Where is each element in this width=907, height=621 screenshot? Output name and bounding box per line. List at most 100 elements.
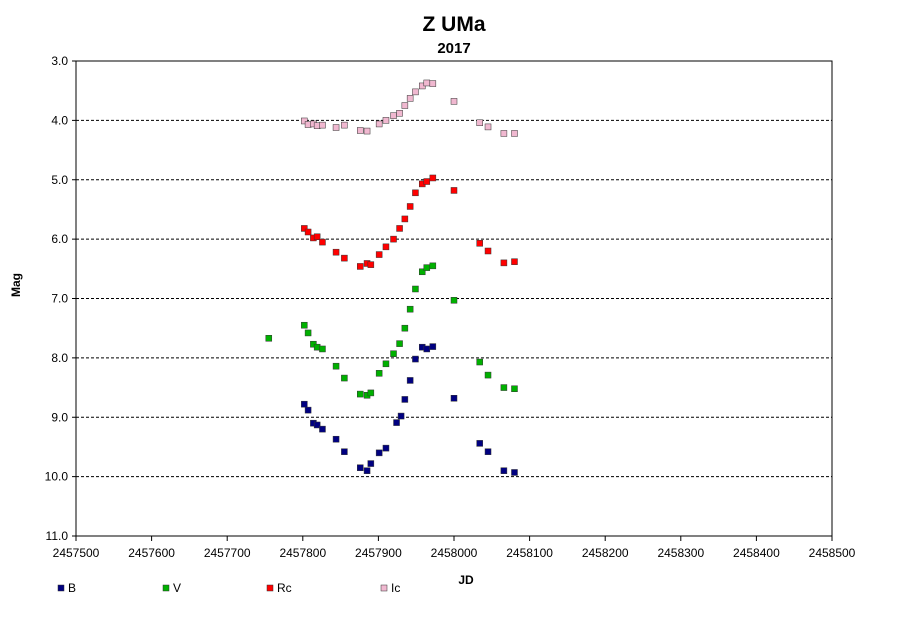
data-point-ic xyxy=(423,79,431,87)
data-point-b xyxy=(375,449,383,457)
x-tick-label: 2457700 xyxy=(204,546,251,560)
data-point-v xyxy=(319,345,326,353)
data-point-b xyxy=(367,460,375,467)
data-point-rc xyxy=(396,225,403,232)
data-point-b xyxy=(397,412,405,420)
y-tick-label: 10.0 xyxy=(45,470,69,484)
data-point-b xyxy=(363,467,371,474)
x-axis: 2457500 2457600 2457700 2457800 2457900 24580… xyxy=(53,536,856,560)
data-point-v xyxy=(500,384,508,391)
data-point-ic xyxy=(401,102,409,109)
data-point-ic xyxy=(484,123,492,131)
data-point-b xyxy=(406,377,414,384)
data-point-v xyxy=(450,297,458,304)
data-point-rc xyxy=(301,225,308,232)
data-point-b xyxy=(429,343,437,350)
y-tick-label: 11.0 xyxy=(46,529,69,543)
data-point-ic xyxy=(319,121,326,129)
data-point-ic xyxy=(450,98,458,105)
data-point-b xyxy=(319,425,326,433)
data-point-rc xyxy=(304,228,312,236)
data-point-v xyxy=(341,374,348,382)
x-tick-label: 2458100 xyxy=(506,546,553,560)
data-point-b xyxy=(357,464,364,471)
data-point-ic xyxy=(511,130,518,137)
data-point-rc xyxy=(375,251,383,258)
legend-marker-ic xyxy=(380,584,388,592)
data-point-v xyxy=(484,371,492,379)
data-point-v xyxy=(304,329,312,337)
data-point-v xyxy=(511,385,518,392)
data-point-ic xyxy=(382,117,390,124)
legend-label-b: B xyxy=(68,581,76,595)
data-point-v xyxy=(423,264,431,271)
data-point-ic xyxy=(357,127,364,134)
data-point-b xyxy=(332,435,340,443)
data-point-ic xyxy=(341,121,348,129)
data-point-rc xyxy=(423,178,431,185)
x-tick-label: 2457500 xyxy=(53,546,100,560)
data-point-ic xyxy=(406,95,414,102)
y-tick-label: 7.0 xyxy=(51,292,68,306)
legend-marker-rc xyxy=(266,584,274,592)
data-point-rc xyxy=(476,240,483,247)
chart-title: Z UMa xyxy=(423,13,486,36)
legend-label-rc: Rc xyxy=(277,581,292,595)
data-point-v xyxy=(382,360,390,368)
data-point-b xyxy=(382,444,390,452)
data-point-v xyxy=(390,350,397,357)
data-point-b xyxy=(476,440,483,447)
data-point-rc xyxy=(406,203,414,210)
chart-subtitle: 2017 xyxy=(437,40,470,57)
data-point-b xyxy=(511,469,518,476)
data-point-rc xyxy=(500,259,508,267)
data-point-ic xyxy=(429,80,437,87)
data-point-rc xyxy=(412,189,419,197)
x-tick-label: 2458400 xyxy=(733,546,780,560)
x-tick-label: 2458000 xyxy=(431,546,478,560)
legend: B V Rc Ic xyxy=(57,581,400,595)
y-tick-label: 4.0 xyxy=(51,113,68,127)
data-point-rc xyxy=(319,238,326,246)
data-point-b xyxy=(304,406,312,414)
data-point-b xyxy=(412,355,419,363)
data-point-rc xyxy=(382,243,390,251)
y-tick-label: 3.0 xyxy=(51,54,68,68)
data-point-b xyxy=(401,396,409,403)
x-axis-label: JD xyxy=(458,573,474,587)
data-point-v xyxy=(396,340,403,347)
data-point-ic xyxy=(301,117,308,125)
x-tick-label: 2458500 xyxy=(809,546,856,560)
y-tick-label: 6.0 xyxy=(51,232,68,246)
data-point-rc xyxy=(390,235,397,243)
data-point-rc xyxy=(484,247,492,255)
data-point-v xyxy=(406,305,414,313)
legend-marker-v xyxy=(162,584,170,592)
data-point-ic xyxy=(500,130,508,137)
data-point-rc xyxy=(401,215,409,223)
y-axis: 3.0 4.0 5.0 6.0 7.0 8.0 9.0 10.0 11.0 xyxy=(45,54,76,543)
data-point-b xyxy=(301,400,308,408)
data-point-v xyxy=(301,321,308,329)
legend-marker-b xyxy=(57,584,65,592)
data-point-v xyxy=(412,285,419,293)
data-point-rc xyxy=(450,187,458,194)
data-point-b xyxy=(500,467,508,474)
data-point-rc xyxy=(332,248,340,256)
y-axis-label: Mag xyxy=(9,273,23,297)
y-tick-label: 8.0 xyxy=(51,351,68,365)
data-point-b xyxy=(393,419,400,426)
data-point-ic xyxy=(476,119,483,126)
data-point-v xyxy=(401,324,409,332)
x-tick-label: 2458200 xyxy=(582,546,629,560)
gridlines xyxy=(76,119,832,478)
data-point-ic xyxy=(332,124,340,131)
data-point-v xyxy=(418,268,426,276)
data-point-ic xyxy=(375,120,383,128)
data-point-v xyxy=(265,335,273,342)
data-point-b xyxy=(484,448,492,455)
data-point-b xyxy=(423,345,431,353)
data-point-v xyxy=(357,390,364,398)
y-tick-label: 5.0 xyxy=(51,173,68,187)
data-point-rc xyxy=(313,233,321,240)
